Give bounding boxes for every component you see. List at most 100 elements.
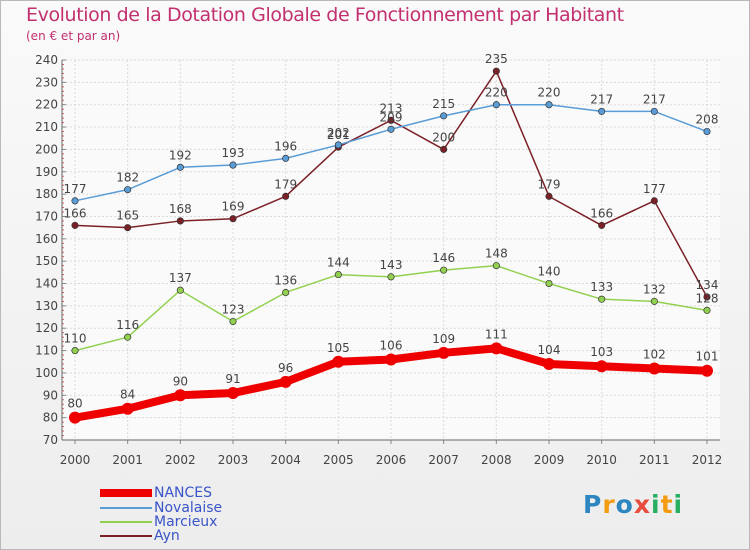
data-label-novalaise: 193	[222, 146, 245, 160]
data-label-nances: 80	[67, 397, 82, 411]
data-point-nances	[543, 358, 555, 370]
legend-swatch-marcieux	[100, 521, 152, 523]
x-tick-label: 2011	[639, 453, 670, 467]
data-point-novalaise	[124, 186, 132, 194]
y-tick-label: 220	[35, 98, 58, 112]
data-label-nances: 91	[225, 372, 240, 386]
y-tick-label: 210	[35, 120, 58, 134]
data-label-marcieux: 137	[169, 271, 192, 285]
x-tick-label: 2003	[218, 453, 249, 467]
data-point-nances	[385, 353, 397, 366]
data-label-nances: 102	[643, 347, 666, 361]
data-label-novalaise: 202	[327, 126, 350, 140]
x-tick-label: 2001	[112, 453, 143, 467]
proxiti-logo: Proxiti	[583, 490, 683, 519]
data-point-nances	[701, 364, 713, 377]
data-label-novalaise: 220	[538, 86, 561, 100]
data-label-ayn: 201	[327, 128, 350, 142]
y-tick-label: 190	[35, 165, 58, 179]
data-point-marcieux	[598, 295, 606, 303]
data-point-marcieux	[387, 273, 395, 281]
data-point-novalaise	[703, 127, 711, 136]
y-tick-label: 70	[43, 433, 58, 447]
data-point-novalaise	[71, 197, 79, 205]
data-label-ayn: 134	[696, 278, 719, 292]
y-tick-label: 140	[35, 277, 58, 291]
data-point-marcieux	[545, 279, 553, 288]
data-point-marcieux	[282, 288, 290, 297]
data-point-ayn	[229, 215, 237, 223]
data-label-nances: 109	[432, 332, 455, 346]
data-point-ayn	[492, 67, 500, 75]
data-label-ayn: 177	[643, 182, 666, 196]
data-label-nances: 104	[538, 343, 561, 357]
y-tick-label: 170	[35, 209, 58, 223]
data-label-marcieux: 128	[696, 291, 719, 305]
x-tick-label: 2004	[270, 453, 301, 467]
data-label-novalaise: 215	[432, 97, 455, 111]
data-label-marcieux: 148	[485, 247, 508, 261]
legend-item-ayn: Ayn	[100, 529, 180, 543]
logo-letter: P	[583, 490, 603, 519]
data-label-ayn: 200	[432, 130, 455, 144]
data-point-marcieux	[703, 306, 711, 314]
data-label-ayn: 235	[485, 52, 508, 66]
legend-item-marcieux: Marcieux	[100, 515, 217, 529]
legend-label-nances: NANCES	[154, 485, 213, 501]
legend-swatch-ayn	[100, 535, 152, 537]
data-label-marcieux: 140	[538, 265, 561, 279]
x-tick-label: 2008	[481, 453, 512, 467]
legend-swatch-novalaise	[100, 507, 152, 509]
data-point-marcieux	[176, 286, 184, 294]
x-tick-label: 2012	[692, 453, 723, 467]
data-label-novalaise: 209	[380, 110, 403, 124]
data-label-nances: 96	[278, 361, 293, 375]
data-label-nances: 103	[590, 345, 613, 359]
data-point-nances	[490, 342, 503, 355]
data-label-marcieux: 132	[643, 282, 666, 296]
data-point-novalaise	[650, 107, 658, 115]
data-label-marcieux: 144	[327, 256, 350, 270]
data-point-novalaise	[387, 125, 395, 133]
chart-subtitle: (en € et par an)	[26, 29, 121, 43]
data-point-ayn	[650, 197, 658, 205]
legend-item-nances: NANCES	[100, 486, 212, 500]
legend-label-novalaise: Novalaise	[154, 500, 223, 516]
logo-letter: t	[660, 490, 674, 519]
data-point-ayn	[545, 192, 553, 200]
y-tick-label: 240	[35, 53, 58, 67]
data-label-marcieux: 133	[590, 280, 613, 294]
data-label-ayn: 166	[64, 206, 87, 220]
data-point-marcieux	[334, 271, 342, 279]
data-label-ayn: 168	[169, 202, 192, 216]
data-label-novalaise: 217	[643, 92, 666, 106]
x-tick-label: 2005	[323, 453, 354, 467]
data-label-novalaise: 192	[169, 148, 192, 162]
y-tick-label: 110	[35, 344, 58, 358]
data-point-marcieux	[492, 262, 500, 270]
data-label-novalaise: 177	[64, 182, 87, 196]
y-tick-label: 130	[35, 299, 58, 313]
data-label-novalaise: 217	[590, 92, 613, 106]
data-point-ayn	[440, 145, 448, 153]
x-tick-label: 2002	[165, 453, 196, 467]
data-label-marcieux: 110	[64, 332, 87, 346]
data-point-novalaise	[282, 154, 290, 162]
y-tick-label: 200	[35, 142, 58, 156]
data-point-marcieux	[71, 347, 79, 355]
x-tick-label: 2007	[428, 453, 459, 467]
data-point-nances	[279, 375, 292, 388]
logo-letter: i	[651, 490, 661, 519]
data-label-ayn: 165	[116, 209, 139, 223]
data-point-nances	[595, 360, 608, 373]
data-label-novalaise: 220	[485, 86, 508, 100]
data-point-ayn	[124, 224, 132, 232]
data-label-marcieux: 143	[380, 258, 403, 272]
data-label-novalaise: 196	[274, 139, 297, 153]
data-label-marcieux: 136	[274, 273, 297, 287]
data-point-marcieux	[440, 266, 448, 274]
data-point-nances	[69, 411, 81, 424]
data-point-novalaise	[440, 112, 448, 120]
data-point-marcieux	[650, 297, 658, 305]
y-tick-label: 120	[35, 321, 58, 335]
